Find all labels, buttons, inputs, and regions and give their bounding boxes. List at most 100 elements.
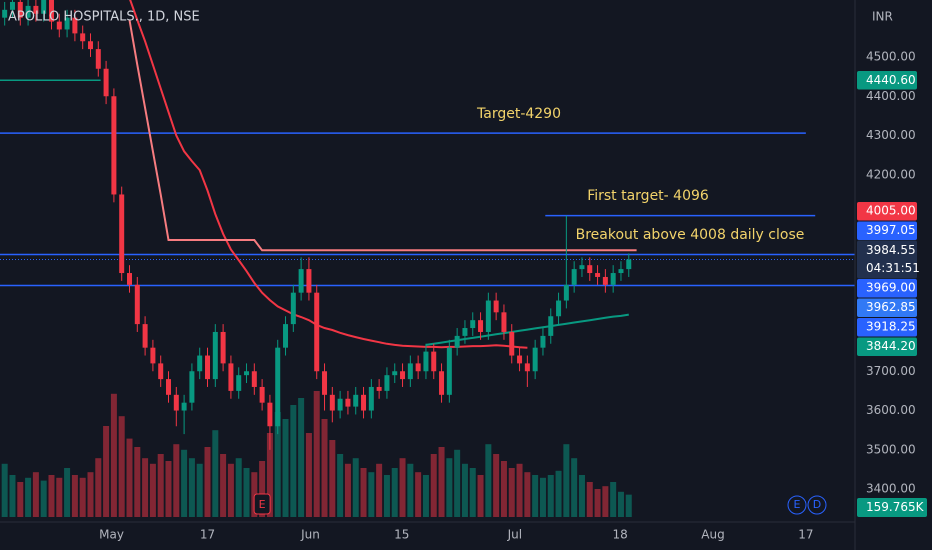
candle-body [384,375,390,391]
y-tick-label: 4400.00 [866,89,916,103]
candle-body [173,394,179,411]
candle-body [103,68,109,97]
candle-body [306,269,312,293]
badge [787,495,807,515]
event-marker [253,493,271,515]
volume-bar [235,458,242,517]
volume-bar [274,412,281,517]
candle-body [205,355,211,380]
volume-label: 159.765K [866,500,925,514]
candle-body [470,320,476,329]
candle-body [431,351,437,372]
x-tick-label: Aug [701,528,724,542]
candle-body [493,300,499,313]
candle-body [95,49,101,69]
volume-bar [282,419,289,517]
candle-body [532,347,538,372]
volume-bar [594,489,601,517]
candle-body [501,312,507,332]
volume-bar [344,463,351,517]
candle-body [56,21,62,30]
candle-body [251,371,257,387]
volume-bar [298,398,305,517]
volume-bar [469,468,476,517]
candle-body [9,1,15,10]
volume-bar [368,472,375,517]
candle-body [314,292,320,372]
candle-body [158,363,164,380]
volume-bar [454,449,461,517]
candle-body [626,259,632,270]
candle-body [361,394,367,411]
candle-body [579,265,585,270]
price-label: 3969.00 [866,281,916,295]
candle-body [87,41,93,50]
candle-body [376,386,382,391]
volume-bar [524,472,531,517]
countdown: 04:31:51 [866,261,920,275]
volume-bar [259,461,266,517]
candle-body [587,265,593,274]
volume-bar [220,454,227,517]
x-tick-label: 17 [200,528,215,542]
candle-body [368,386,374,411]
y-tick-label: 4200.00 [866,167,916,181]
y-tick-label: 4300.00 [866,128,916,142]
candle-body [407,363,413,380]
x-tick-label: 18 [613,528,628,542]
candle-body [166,379,172,395]
volume-bar [212,430,219,517]
volume-bar [485,444,492,517]
candle-body [571,269,577,285]
volume-bar [360,468,367,517]
candle-body [48,0,54,22]
volume-bar [438,447,445,517]
price-label: 4440.60 [866,73,916,87]
volume-bar [493,454,500,517]
price-label-box [857,317,917,337]
price-label-box [857,298,917,317]
volume-bar [539,477,546,517]
candle-body [298,269,304,293]
volume-bar [516,463,523,517]
volume-bar [71,475,78,517]
candle-body [329,394,335,411]
volume-bar [399,458,406,517]
badge [807,495,827,515]
annotation: Breakout above 4008 daily close [576,227,805,243]
annotation: Target-4290 [476,106,561,122]
volume-bar [196,463,203,517]
candle-body [392,371,398,376]
volume-bar [586,482,593,517]
candle-body [134,284,140,325]
volume-bar [610,482,617,517]
volume-bar [227,463,234,517]
candle-body [267,402,273,427]
volume-bar [56,477,63,517]
candle-body [400,371,406,380]
volume-bar [266,433,273,517]
price-label-box [857,278,917,298]
price-label-box [857,221,917,240]
candle-body [345,398,351,407]
volume-bar [79,477,86,517]
volume-bar [118,416,125,517]
volume-bar [500,461,507,517]
volume-bar [602,486,609,517]
price-label: 3962.85 [866,300,916,314]
volume-bar [134,447,141,517]
candle-body [25,5,31,18]
volume-bar [290,405,297,517]
volume-bar [376,463,383,517]
volume-bar [555,470,562,517]
candle-body [439,371,445,395]
volume-bar [352,458,359,517]
volume-bar [477,475,484,517]
candle-body [259,386,265,403]
candle-body [119,194,125,274]
volume-bar [321,419,328,517]
candle-body [540,335,546,348]
candle-body [509,331,515,356]
